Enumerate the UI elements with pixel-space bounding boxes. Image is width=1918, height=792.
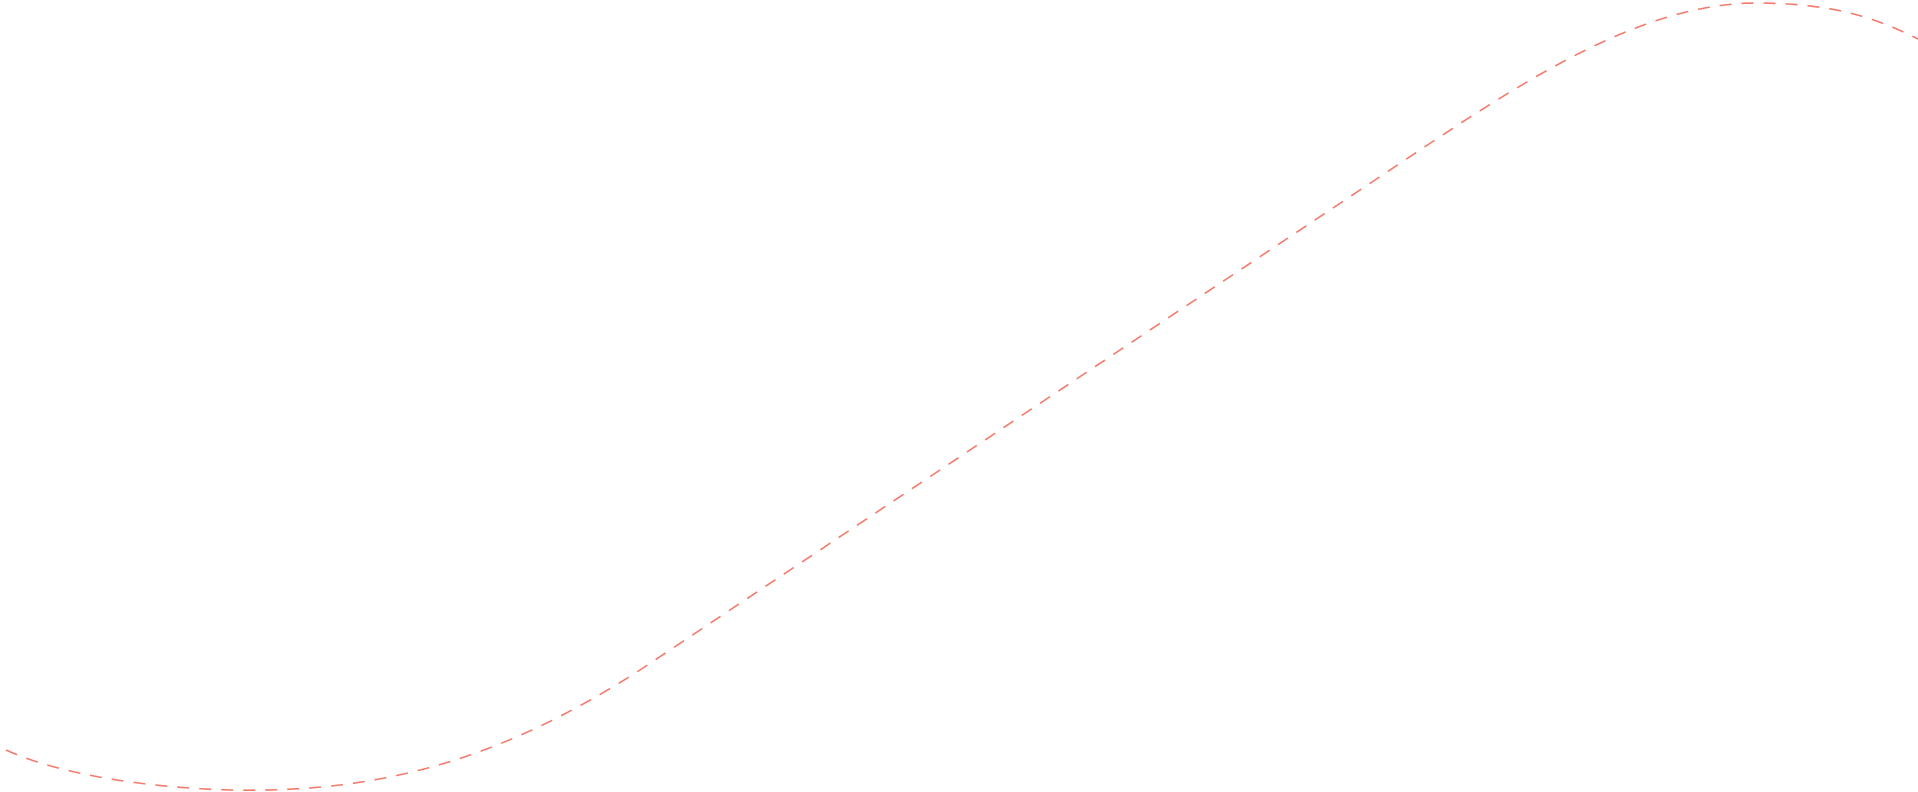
dashed-wave xyxy=(5,2,1918,791)
